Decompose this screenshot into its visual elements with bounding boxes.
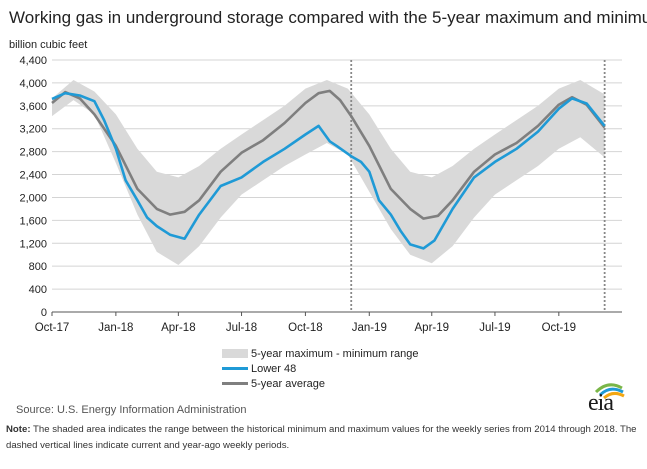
x-tick-label: Apr-18: [161, 322, 196, 334]
y-tick-label: 2,000: [19, 192, 47, 204]
range-band: [52, 80, 605, 265]
note-text: The shaded area indicates the range betw…: [6, 424, 637, 451]
x-tick-label: Jul-18: [226, 322, 257, 334]
y-tick-label: 0: [41, 307, 47, 319]
y-tick-label: 1,600: [19, 215, 47, 227]
y-axis-unit-label: billion cubic feet: [9, 39, 88, 51]
chart-title: Working gas in underground storage compa…: [9, 8, 647, 27]
y-tick-label: 3,200: [19, 124, 47, 136]
y-tick-label: 2,800: [19, 147, 47, 159]
average-line: [51, 89, 606, 220]
legend-swatch-range: [222, 349, 248, 358]
y-tick-label: 1,200: [19, 238, 47, 250]
legend-item-range: 5-year maximum - minimum range: [222, 346, 418, 361]
x-tick-label: Jul-19: [479, 322, 510, 334]
y-tick-label: 400: [29, 284, 47, 296]
source-text: Source: U.S. Energy Information Administ…: [16, 404, 247, 416]
chart-legend: 5-year maximum - minimum range Lower 48 …: [222, 346, 418, 391]
legend-item-lower48: Lower 48: [222, 361, 418, 376]
x-tick-label: Oct-17: [35, 322, 70, 334]
legend-label-lower48: Lower 48: [251, 362, 297, 375]
note-label: Note:: [6, 424, 31, 435]
storage-chart: 0 400 800 1,200 1,600 2,000 2,400 2,800 3,200 3,6…: [19, 55, 622, 334]
eia-logo-text: eia: [588, 390, 614, 416]
x-tick-label: Oct-19: [542, 322, 577, 334]
eia-logo-arcs-icon: [594, 383, 625, 400]
y-tick-label: 3,600: [19, 101, 47, 113]
x-tick-label: Jan-19: [352, 322, 387, 334]
y-tick-label: 2,400: [19, 170, 47, 182]
x-tick-label: Oct-18: [288, 322, 323, 334]
y-tick-label: 4,400: [19, 55, 47, 67]
x-tick-label: Apr-19: [415, 322, 450, 334]
legend-swatch-average: [222, 382, 248, 385]
legend-label-average: 5-year average: [251, 377, 325, 390]
x-tick-label: Jan-18: [98, 322, 133, 334]
y-tick-label: 4,000: [19, 78, 47, 90]
eia-logo: eia: [586, 378, 630, 418]
legend-swatch-lower48: [222, 367, 248, 370]
legend-label-range: 5-year maximum - minimum range: [251, 347, 419, 360]
y-tick-label: 800: [29, 261, 47, 273]
lower48-line: [51, 91, 606, 250]
legend-item-average: 5-year average: [222, 376, 418, 391]
footnote: Note: The shaded area indicates the rang…: [6, 422, 642, 454]
